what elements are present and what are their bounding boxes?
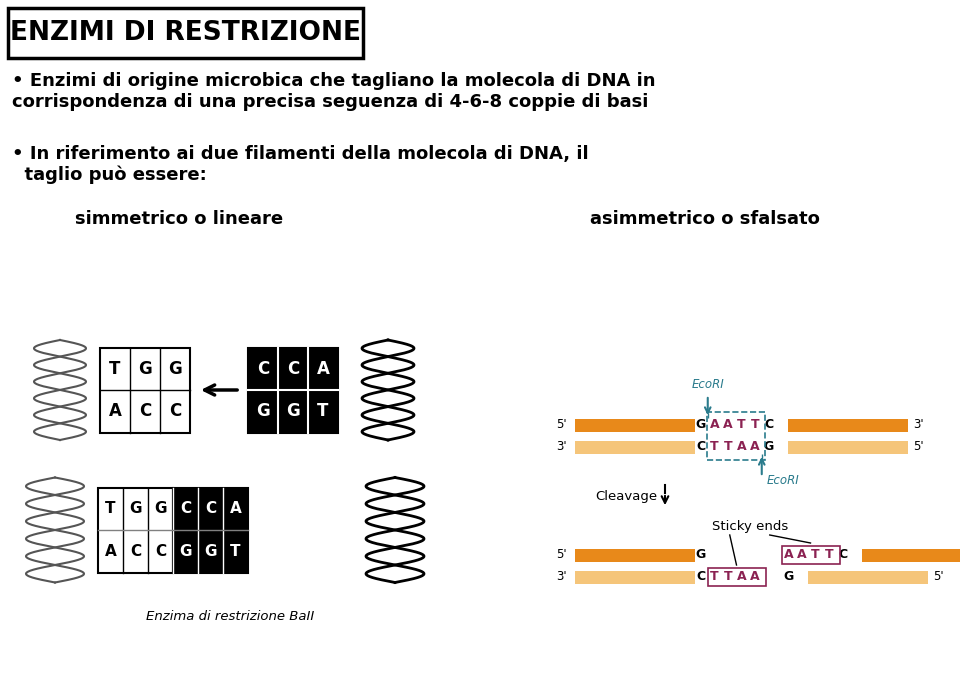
Text: A: A bbox=[108, 402, 121, 420]
Text: A: A bbox=[317, 360, 329, 378]
Text: A: A bbox=[750, 570, 759, 584]
Text: G: G bbox=[286, 402, 300, 420]
Text: A: A bbox=[736, 441, 746, 453]
Text: 3': 3' bbox=[557, 570, 567, 584]
Bar bbox=[248, 347, 338, 432]
Text: C: C bbox=[696, 441, 706, 453]
Text: G: G bbox=[180, 544, 192, 559]
Text: A: A bbox=[229, 501, 241, 516]
Text: EcoRI: EcoRI bbox=[691, 378, 724, 391]
Text: T: T bbox=[106, 501, 116, 516]
Text: T: T bbox=[737, 419, 746, 432]
Bar bbox=[98, 487, 173, 572]
Text: C: C bbox=[257, 360, 269, 378]
Text: G: G bbox=[783, 570, 794, 584]
Text: A: A bbox=[783, 548, 793, 561]
Text: • In riferimento ai due filamenti della molecola di DNA, il: • In riferimento ai due filamenti della … bbox=[12, 145, 588, 163]
Text: G: G bbox=[696, 548, 707, 561]
Text: C: C bbox=[139, 402, 151, 420]
Text: T: T bbox=[751, 419, 759, 432]
Text: G: G bbox=[168, 360, 181, 378]
Bar bbox=[173, 487, 248, 572]
Text: simmetrico o lineare: simmetrico o lineare bbox=[75, 210, 283, 228]
Text: corrispondenza di una precisa seguenza di 4-6-8 coppie di basi: corrispondenza di una precisa seguenza d… bbox=[12, 93, 648, 111]
Text: Sticky ends: Sticky ends bbox=[711, 520, 788, 533]
Bar bbox=[788, 441, 908, 453]
Text: Enzima di restrizione BaII: Enzima di restrizione BaII bbox=[146, 610, 314, 623]
Bar bbox=[575, 441, 695, 453]
Text: G: G bbox=[256, 402, 270, 420]
Text: taglio può essere:: taglio può essere: bbox=[12, 166, 206, 184]
Text: A: A bbox=[750, 441, 759, 453]
Bar bbox=[8, 8, 363, 58]
Text: C: C bbox=[169, 402, 181, 420]
Text: C: C bbox=[204, 501, 216, 516]
Text: 5': 5' bbox=[557, 419, 567, 432]
Bar bbox=[708, 568, 765, 586]
Text: 3': 3' bbox=[913, 419, 924, 432]
Text: G: G bbox=[138, 360, 152, 378]
Text: EcoRI: EcoRI bbox=[767, 473, 800, 486]
Bar bbox=[707, 412, 764, 460]
Bar bbox=[808, 570, 928, 584]
Text: T: T bbox=[811, 548, 820, 561]
Text: C: C bbox=[130, 544, 141, 559]
Text: C: C bbox=[838, 548, 847, 561]
Bar bbox=[781, 546, 839, 564]
Text: A: A bbox=[736, 570, 746, 584]
Text: 3': 3' bbox=[557, 441, 567, 453]
Text: asimmetrico o sfalsato: asimmetrico o sfalsato bbox=[590, 210, 820, 228]
Text: ENZIMI DI RESTRIZIONE: ENZIMI DI RESTRIZIONE bbox=[10, 20, 361, 46]
Text: T: T bbox=[724, 570, 732, 584]
Bar bbox=[100, 347, 190, 432]
Text: • Enzimi di origine microbica che tagliano la molecola di DNA in: • Enzimi di origine microbica che taglia… bbox=[12, 72, 656, 90]
Text: C: C bbox=[287, 360, 300, 378]
Text: A: A bbox=[797, 548, 806, 561]
Text: 5': 5' bbox=[933, 570, 944, 584]
Text: C: C bbox=[180, 501, 191, 516]
Text: G: G bbox=[696, 419, 707, 432]
Text: 5': 5' bbox=[913, 441, 924, 453]
Text: Cleavage: Cleavage bbox=[595, 490, 657, 503]
Text: T: T bbox=[710, 441, 719, 453]
Text: T: T bbox=[710, 570, 719, 584]
Text: T: T bbox=[724, 441, 732, 453]
Text: G: G bbox=[130, 501, 142, 516]
Text: T: T bbox=[230, 544, 241, 559]
Text: A: A bbox=[709, 419, 719, 432]
Text: G: G bbox=[204, 544, 217, 559]
Bar bbox=[788, 419, 908, 432]
Text: G: G bbox=[155, 501, 167, 516]
Text: A: A bbox=[723, 419, 732, 432]
Bar bbox=[862, 548, 960, 561]
Text: C: C bbox=[155, 544, 166, 559]
Text: G: G bbox=[763, 441, 774, 453]
Bar bbox=[575, 548, 695, 561]
Text: A: A bbox=[105, 544, 116, 559]
Text: 5': 5' bbox=[557, 548, 567, 561]
Text: T: T bbox=[318, 402, 328, 420]
Text: C: C bbox=[696, 570, 706, 584]
Text: T: T bbox=[109, 360, 121, 378]
Text: C: C bbox=[764, 419, 773, 432]
Bar bbox=[575, 419, 695, 432]
Text: T: T bbox=[825, 548, 833, 561]
Bar bbox=[575, 570, 695, 584]
